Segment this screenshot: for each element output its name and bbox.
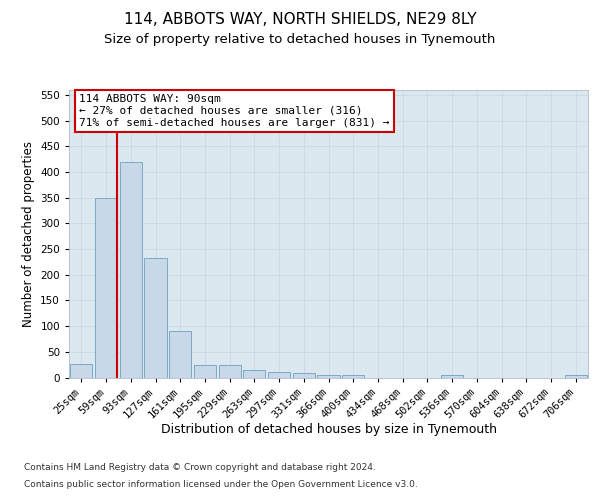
Bar xyxy=(293,374,315,378)
Text: 114 ABBOTS WAY: 90sqm
← 27% of detached houses are smaller (316)
71% of semi-det: 114 ABBOTS WAY: 90sqm ← 27% of detached … xyxy=(79,94,390,128)
Bar xyxy=(70,364,92,378)
Y-axis label: Number of detached properties: Number of detached properties xyxy=(22,141,35,327)
Bar xyxy=(119,162,142,378)
Bar xyxy=(169,332,191,378)
Text: 114, ABBOTS WAY, NORTH SHIELDS, NE29 8LY: 114, ABBOTS WAY, NORTH SHIELDS, NE29 8LY xyxy=(124,12,476,28)
Bar xyxy=(268,372,290,378)
Bar xyxy=(565,376,587,378)
Text: Contains HM Land Registry data © Crown copyright and database right 2024.: Contains HM Land Registry data © Crown c… xyxy=(24,462,376,471)
Bar xyxy=(342,376,364,378)
Bar xyxy=(441,376,463,378)
Text: Size of property relative to detached houses in Tynemouth: Size of property relative to detached ho… xyxy=(104,32,496,46)
Bar xyxy=(317,375,340,378)
Bar xyxy=(194,364,216,378)
Text: Distribution of detached houses by size in Tynemouth: Distribution of detached houses by size … xyxy=(161,422,497,436)
Bar xyxy=(145,258,167,378)
Text: Contains public sector information licensed under the Open Government Licence v3: Contains public sector information licen… xyxy=(24,480,418,489)
Bar xyxy=(218,365,241,378)
Bar xyxy=(243,370,265,378)
Bar xyxy=(95,198,117,378)
